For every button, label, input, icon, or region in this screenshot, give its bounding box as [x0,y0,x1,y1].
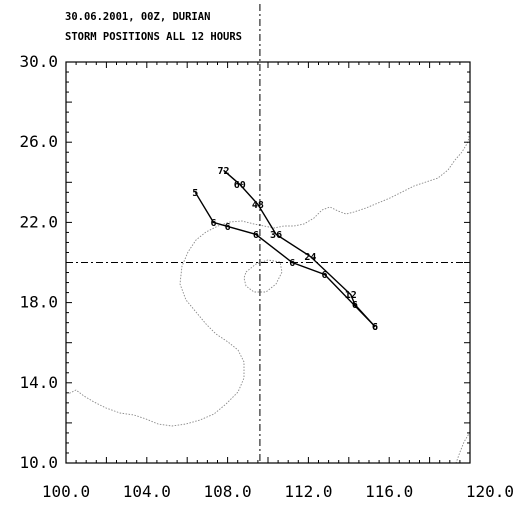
x-tick-label: 100.0 [42,482,90,501]
reference-crosshair [66,4,470,463]
track-point-label: 6 [253,230,259,241]
coastline-2 [243,259,283,293]
track-point-label: 5 [192,188,198,199]
track-point-label: 6 [372,322,378,333]
coastline-1 [67,129,471,427]
storm-track-1 [223,169,376,328]
track-point-label: 60 [234,180,246,191]
axis-ticks [65,61,471,464]
y-tick-label: 26.0 [19,132,58,151]
y-tick-label: 14.0 [19,373,58,392]
x-tick-label: 104.0 [123,482,171,501]
y-tick-label: 22.0 [19,212,58,231]
x-tick-label: 108.0 [204,482,252,501]
track-point-label: 6 [372,322,378,333]
x-tick-label: 112.0 [284,482,332,501]
track-point-label: 6 [210,218,216,229]
x-tick-label: 120.0 [466,482,514,501]
header-subtitle: STORM POSITIONS ALL 12 HOURS [65,31,243,43]
track-point-label: 36 [270,230,282,241]
track-point-label: 6 [225,222,231,233]
y-tick-label: 30.0 [19,52,58,71]
y-tick-label: 10.0 [19,453,58,472]
y-tick-label: 18.0 [19,293,58,312]
coastline-3 [455,431,471,464]
track-point-label: 48 [252,200,264,211]
storm-track-2 [194,191,376,328]
track-point-label: 6 [322,270,328,281]
x-tick-label: 116.0 [365,482,413,501]
header-date-storm: 30.06.2001, 00Z, DURIAN [65,11,211,23]
track-point-label: 24 [304,252,316,263]
track-point-label: 72 [218,166,230,177]
track-point-label: 6 [289,258,295,269]
coastline-layer [67,129,471,464]
track-point-label: 12 [345,290,357,301]
axis-labels: 100.0 104.0 108.0 112.0 116.0 120.0 30.0 26.0 22… [19,52,514,501]
